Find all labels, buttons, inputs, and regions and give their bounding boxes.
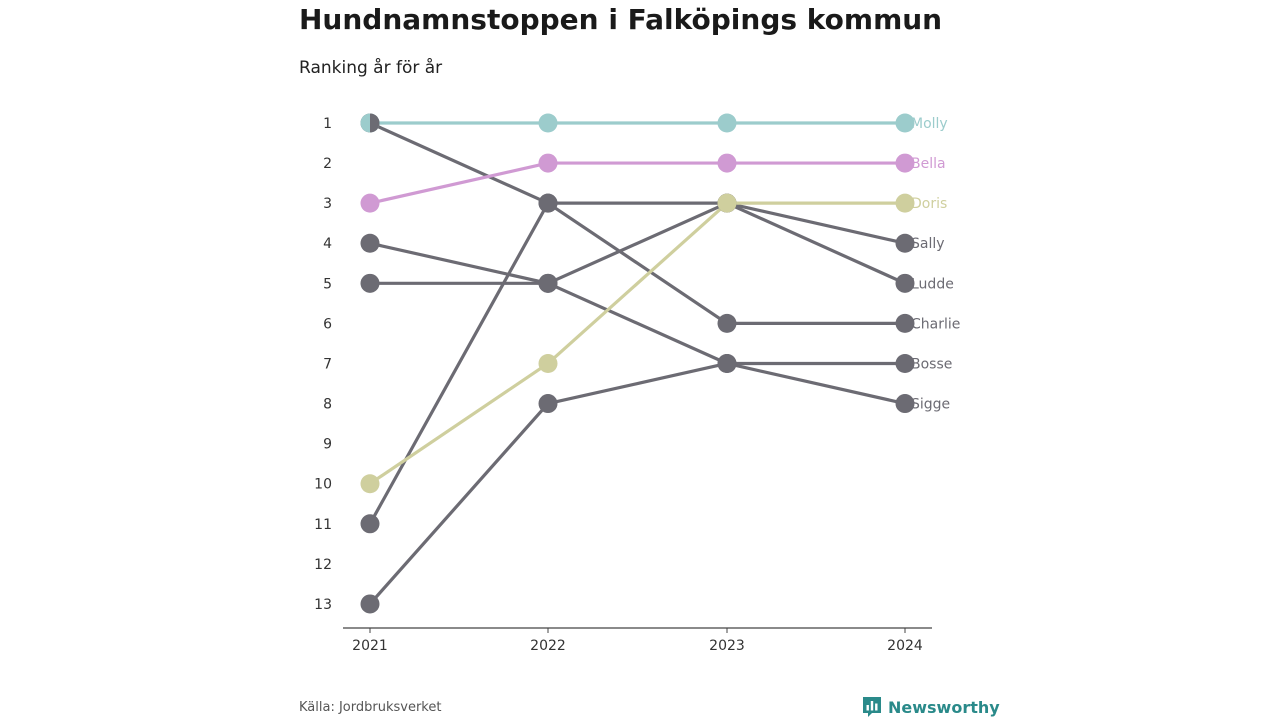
series-line-sigge [368, 361, 906, 606]
series-line-ludde [368, 201, 906, 525]
y-tick-label: 9 [323, 437, 332, 453]
brand-name: Newsworthy [888, 697, 1000, 717]
chart-subtitle: Ranking år för år [299, 58, 443, 78]
source-note: Källa: Jordbruksverket [299, 700, 442, 715]
y-tick-label: 4 [323, 236, 332, 252]
bar-chart-logo-icon [863, 697, 881, 717]
data-point-charlie-half [370, 113, 380, 133]
data-point-ludde [360, 514, 380, 534]
x-tick-label: 2021 [352, 638, 388, 654]
data-point-molly [717, 113, 737, 133]
newsworthy-logo[interactable]: Newsworthy [862, 696, 1000, 718]
data-point-sigge [538, 394, 558, 414]
y-tick-label: 12 [314, 557, 332, 573]
data-point-bella [717, 153, 737, 173]
y-tick-label: 11 [314, 517, 332, 533]
data-point-bosse [360, 233, 380, 253]
data-point-doris [360, 474, 380, 494]
data-point-doris [717, 193, 737, 213]
series-label-charlie: Charlie [911, 316, 960, 332]
y-tick-label: 8 [323, 397, 332, 413]
data-point-doris [895, 193, 915, 213]
series-line-bosse [369, 241, 905, 366]
series-label-sigge: Sigge [911, 397, 950, 413]
data-point-charlie [538, 193, 558, 213]
data-point-doris [538, 353, 558, 373]
y-tick-label: 10 [314, 477, 332, 493]
y-tick-label: 2 [323, 156, 332, 172]
data-point-charlie [717, 313, 737, 333]
y-tick-label: 3 [323, 196, 332, 212]
data-point-molly [538, 113, 558, 133]
y-tick-label: 7 [323, 356, 332, 372]
series-label-doris: Doris [911, 196, 947, 212]
y-tick-label: 1 [323, 116, 332, 132]
y-tick-label: 5 [323, 276, 332, 292]
series-line-bella [369, 161, 905, 205]
y-tick-label: 6 [323, 316, 332, 332]
x-tick-label: 2023 [709, 638, 745, 654]
series-label-ludde: Ludde [911, 276, 954, 292]
x-tick-label: 2024 [887, 638, 923, 654]
series-line-doris [369, 201, 905, 486]
series-line-sally [370, 201, 906, 285]
data-point-charlie [895, 313, 915, 333]
x-tick-label: 2022 [530, 638, 566, 654]
series-label-sally: Sally [911, 236, 945, 252]
series-line-charlie [369, 121, 905, 325]
data-point-ludde [895, 273, 915, 293]
data-point-sigge [895, 394, 915, 414]
chart-title: Hundnamnstoppen i Falköpings kommun [299, 3, 943, 36]
data-point-bosse [895, 353, 915, 373]
series-label-molly: Molly [911, 116, 948, 132]
series-label-bella: Bella [911, 156, 946, 172]
data-point-bella [538, 153, 558, 173]
data-point-bosse [538, 273, 558, 293]
data-point-sigge [360, 594, 380, 614]
data-point-bella [895, 153, 915, 173]
data-point-sigge [717, 353, 737, 373]
series-label-bosse: Bosse [911, 356, 952, 372]
data-point-sally [360, 273, 380, 293]
data-point-bella [360, 193, 380, 213]
y-tick-label: 13 [314, 597, 332, 613]
data-point-sally [895, 233, 915, 253]
data-point-molly [895, 113, 915, 133]
